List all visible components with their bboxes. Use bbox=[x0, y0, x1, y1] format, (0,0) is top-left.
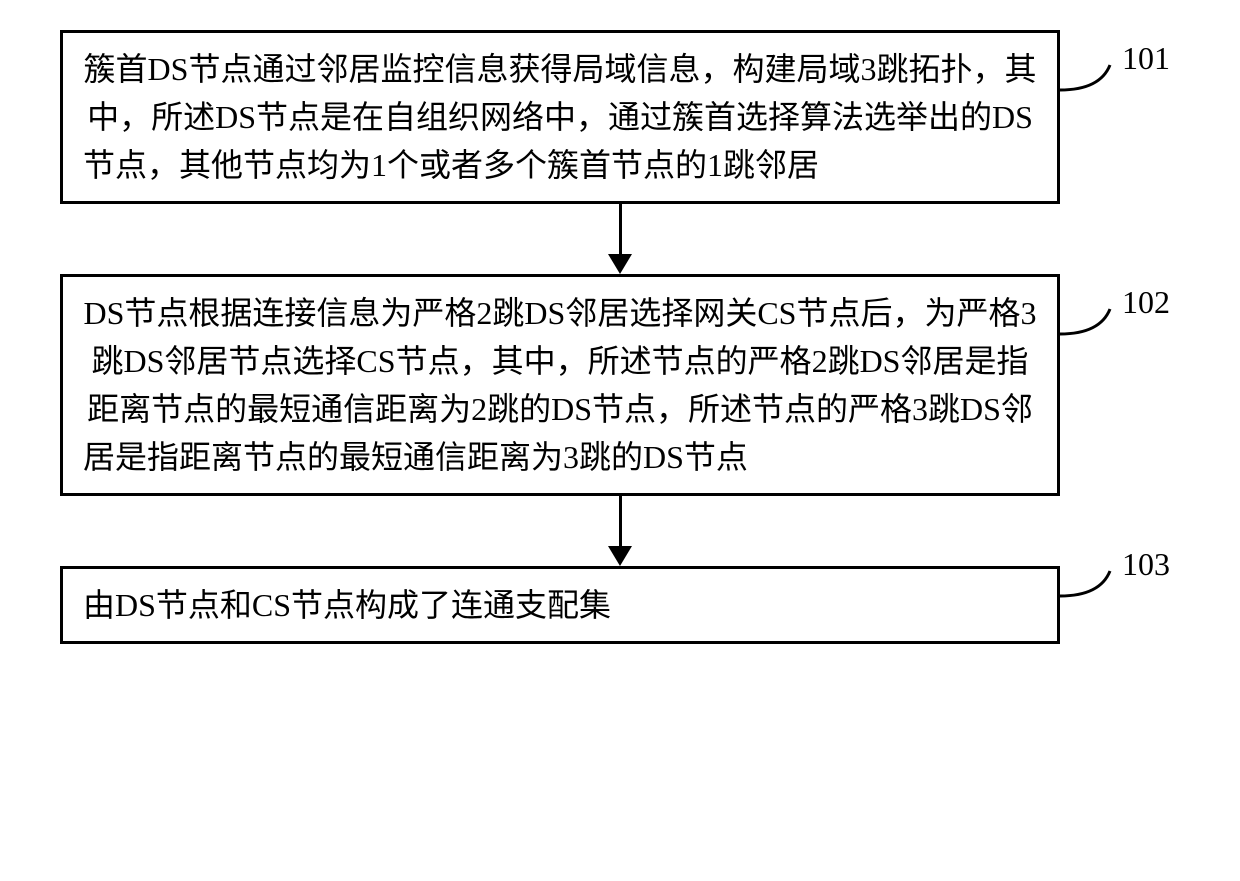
step-box-1: 簇首DS节点通过邻居监控信息获得局域信息，构建局域3跳拓扑，其中，所述DS节点是… bbox=[60, 30, 1060, 204]
step-box-2: DS节点根据连接信息为严格2跳DS邻居选择网关CS节点后，为严格3跳DS邻居节点… bbox=[60, 274, 1060, 496]
step-row-2: DS节点根据连接信息为严格2跳DS邻居选择网关CS节点后，为严格3跳DS邻居节点… bbox=[30, 274, 1210, 496]
step-text-3: 由DS节点和CS节点构成了连通支配集 bbox=[83, 581, 1037, 629]
step-label-3: 103 bbox=[1122, 546, 1170, 583]
arrow-2 bbox=[608, 496, 632, 566]
step-box-3: 由DS节点和CS节点构成了连通支配集 bbox=[60, 566, 1060, 644]
arrow-1 bbox=[608, 204, 632, 274]
flowchart-container: 簇首DS节点通过邻居监控信息获得局域信息，构建局域3跳拓扑，其中，所述DS节点是… bbox=[30, 30, 1210, 644]
step-row-3: 由DS节点和CS节点构成了连通支配集 103 bbox=[30, 566, 1210, 644]
arrow-head-1 bbox=[608, 254, 632, 274]
step-label-1: 101 bbox=[1122, 40, 1170, 77]
arrow-line-2 bbox=[619, 496, 622, 546]
arrow-line-1 bbox=[619, 204, 622, 254]
step-text-2: DS节点根据连接信息为严格2跳DS邻居选择网关CS节点后，为严格3跳DS邻居节点… bbox=[83, 289, 1037, 481]
arrow-head-2 bbox=[608, 546, 632, 566]
step-text-1: 簇首DS节点通过邻居监控信息获得局域信息，构建局域3跳拓扑，其中，所述DS节点是… bbox=[83, 45, 1037, 189]
step-label-2: 102 bbox=[1122, 284, 1170, 321]
step-row-1: 簇首DS节点通过邻居监控信息获得局域信息，构建局域3跳拓扑，其中，所述DS节点是… bbox=[30, 30, 1210, 204]
